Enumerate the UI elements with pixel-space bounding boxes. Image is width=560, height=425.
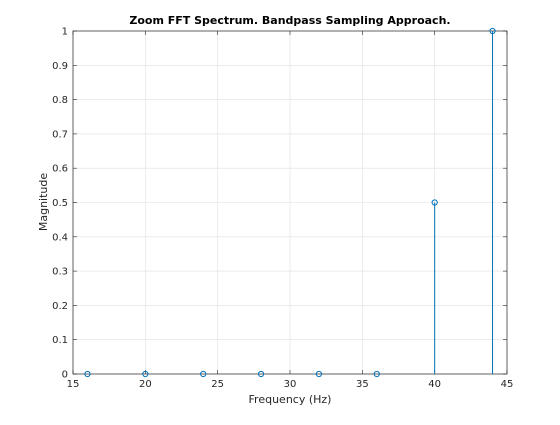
stem-marker xyxy=(315,370,323,378)
chart-title: Zoom FFT Spectrum. Bandpass Sampling App… xyxy=(129,14,450,27)
y-tick-labels: 0 0.1 0.2 0.3 0.4 0.5 0.6 0.7 0.8 0.9 1 xyxy=(52,27,68,381)
x-tick-label: 30 xyxy=(284,379,297,390)
stem-marker xyxy=(200,370,207,378)
x-tick-label: 15 xyxy=(67,379,80,390)
y-tick-label: 1 xyxy=(62,27,68,38)
x-tick-label: 40 xyxy=(428,379,441,390)
y-tick-label: 0.9 xyxy=(52,61,68,72)
stem-marker xyxy=(431,199,438,206)
y-tick-label: 0.8 xyxy=(52,95,68,106)
stem-marker xyxy=(489,27,496,35)
y-tick-label: 0.1 xyxy=(52,335,68,346)
x-tick-label: 20 xyxy=(139,379,152,390)
y-tick-label: 0.3 xyxy=(52,267,68,278)
stem-marker xyxy=(142,370,149,378)
y-tick-label: 0.4 xyxy=(52,232,68,243)
x-tick-label: 45 xyxy=(501,379,514,390)
x-axis-title: Frequency (Hz) xyxy=(249,393,332,406)
x-tick-label: 25 xyxy=(211,379,224,390)
stem-marker xyxy=(373,370,380,378)
y-tick-label: 0.7 xyxy=(52,129,68,140)
x-tick-labels: 15 20 25 30 35 40 45 xyxy=(67,379,514,390)
y-axis-title: Magnitude xyxy=(37,173,50,232)
stem-marker xyxy=(84,370,91,378)
stem-marker xyxy=(257,370,265,378)
y-tick-label: 0 xyxy=(62,370,68,381)
y-tick-label: 0.2 xyxy=(52,301,68,312)
x-tick-label: 35 xyxy=(356,379,369,390)
y-tick-label: 0.5 xyxy=(52,198,68,209)
y-tick-label: 0.6 xyxy=(52,164,68,175)
tick-marks xyxy=(72,30,508,375)
stem-series xyxy=(84,27,496,378)
